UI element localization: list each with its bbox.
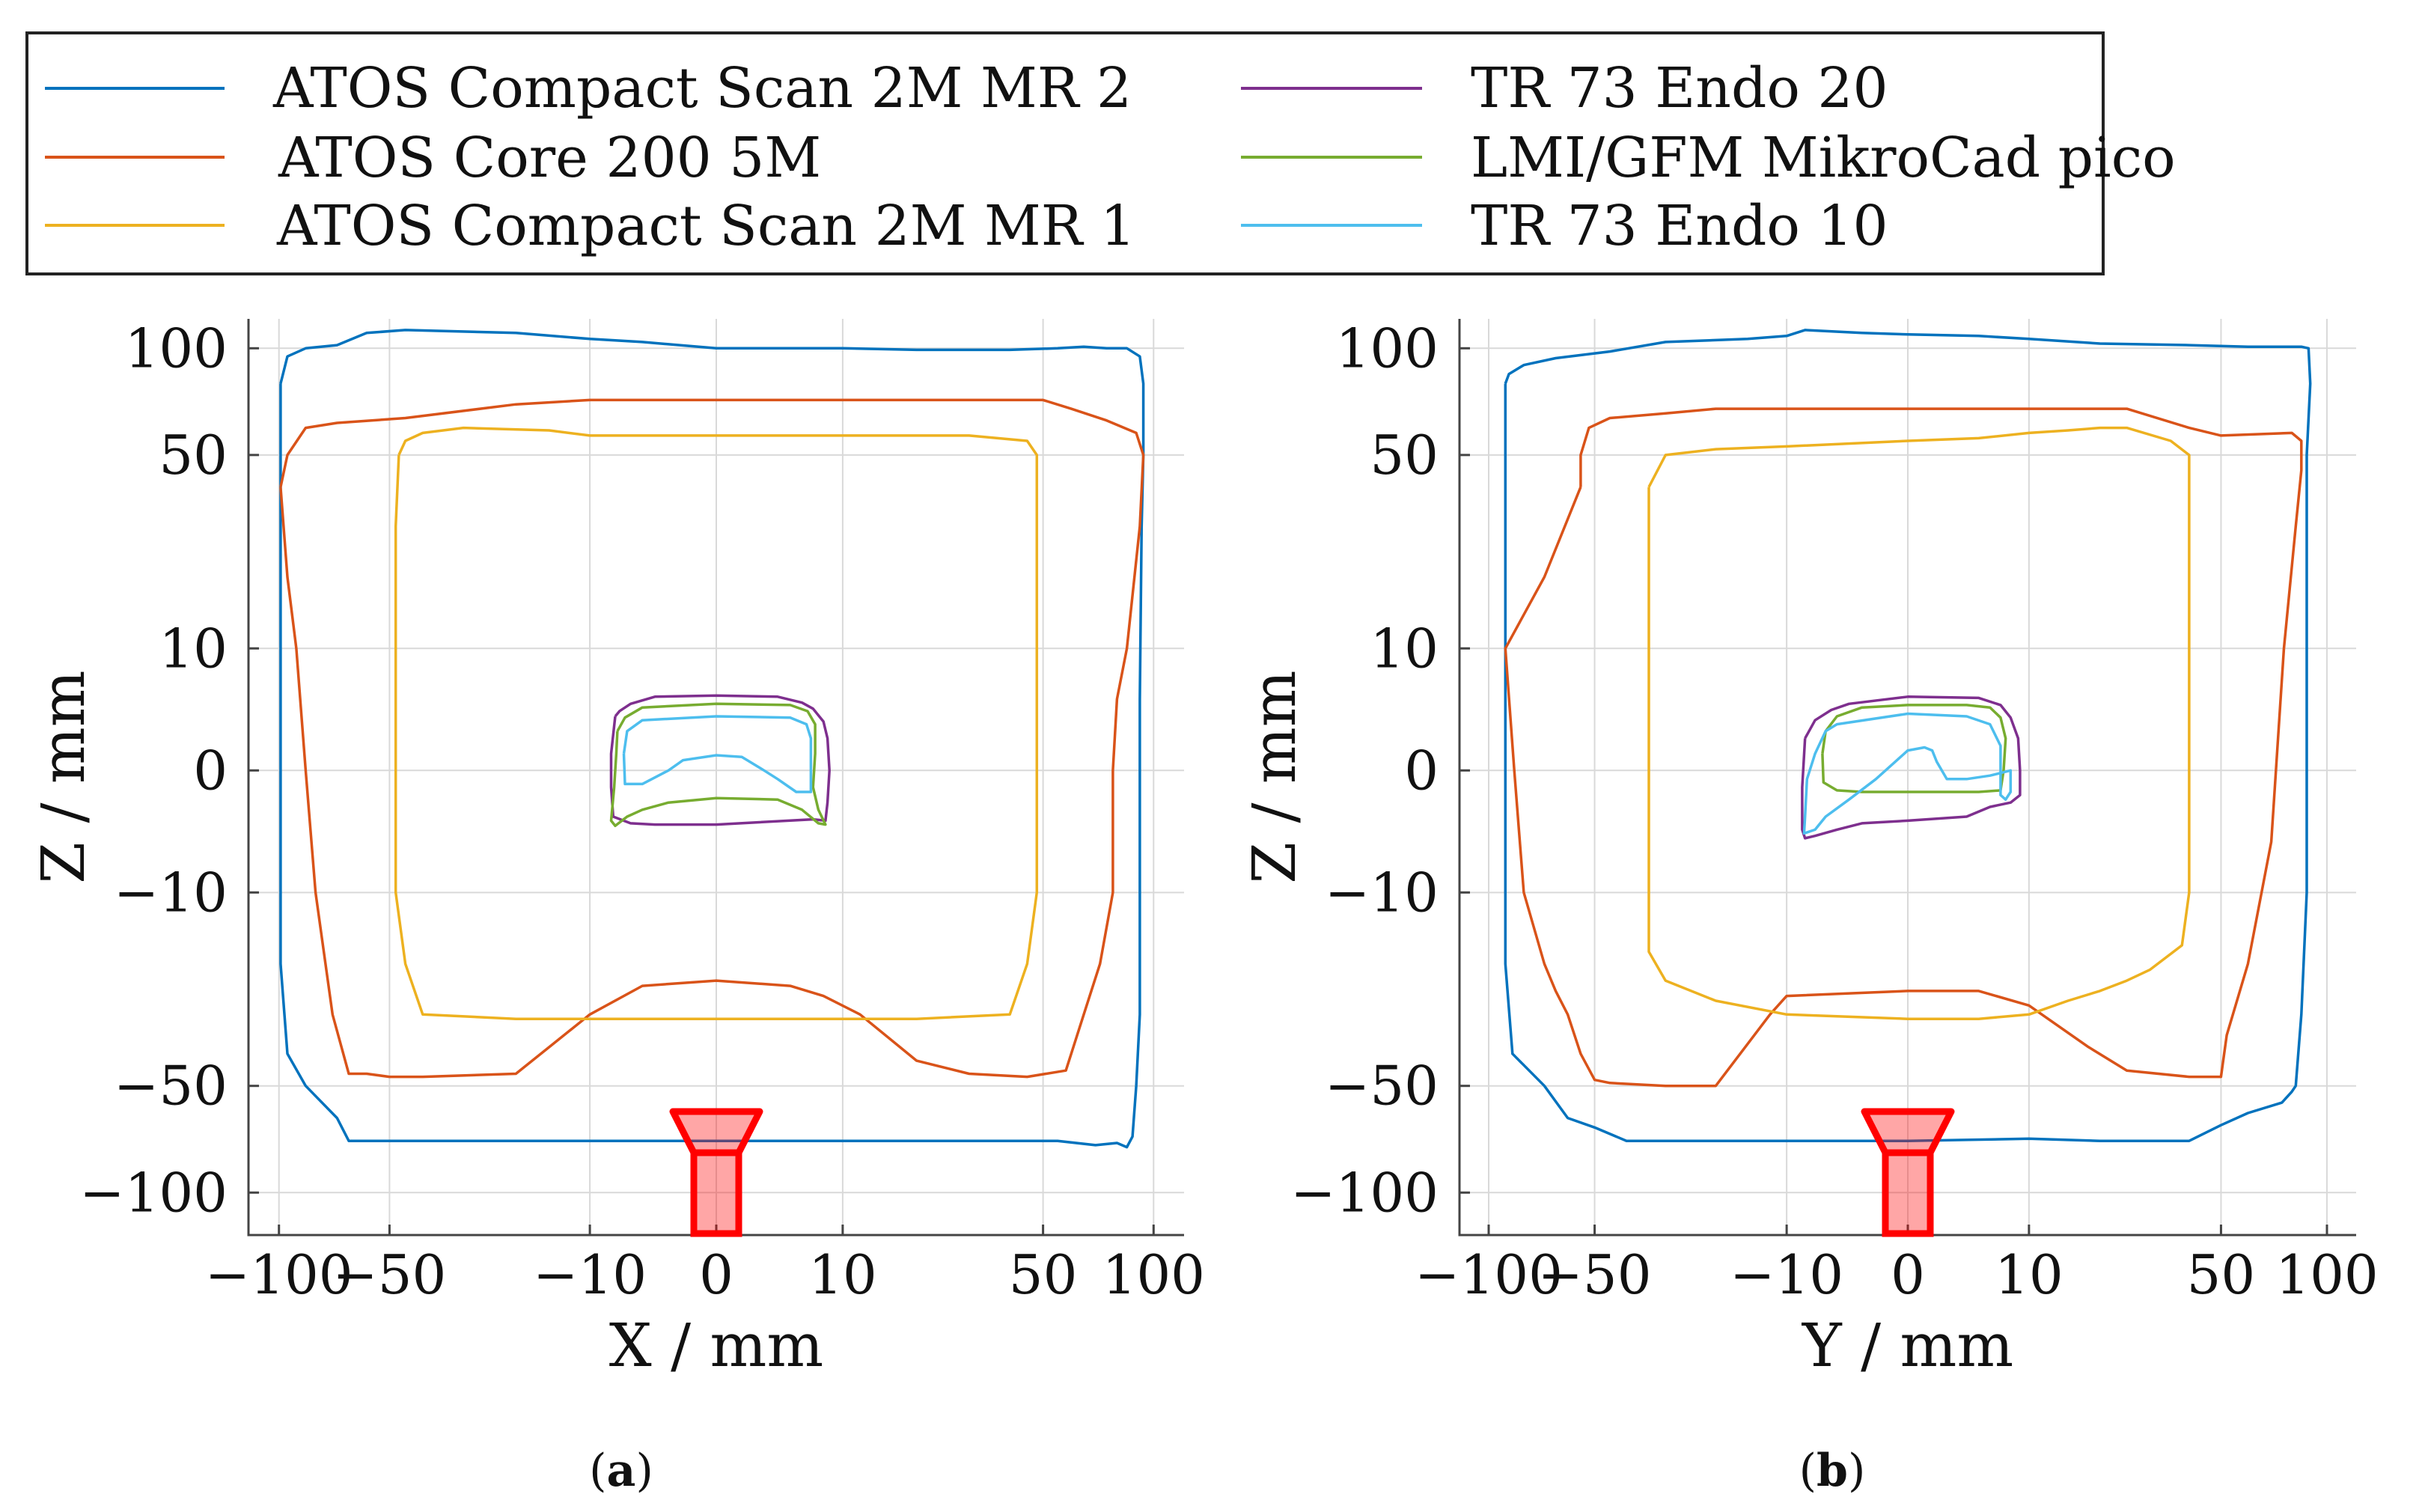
x-tick-label: −100 bbox=[1415, 1243, 1563, 1306]
y-tick-label: 10 bbox=[1370, 617, 1439, 680]
y-tick-label: −10 bbox=[1325, 861, 1439, 924]
x-axis-label: Y / mm bbox=[1802, 1311, 2013, 1380]
legend-entry: ATOS Compact Scan 2M MR 1 bbox=[45, 194, 1135, 258]
y-tick-label: 100 bbox=[1336, 317, 1439, 379]
x-tick-label: −50 bbox=[1538, 1243, 1652, 1306]
y-axis-label: Z / mm bbox=[28, 670, 98, 883]
x-tick-label: 0 bbox=[699, 1243, 733, 1306]
x-tick-label: 50 bbox=[2187, 1243, 2256, 1306]
legend-entry: TR 73 Endo 10 bbox=[1241, 194, 1888, 258]
x-tick-label: 100 bbox=[2275, 1243, 2378, 1306]
sensor-body-icon bbox=[690, 1149, 742, 1237]
y-tick-label: 50 bbox=[1370, 424, 1439, 487]
y-tick-label: 10 bbox=[159, 617, 228, 680]
x-tick-label: 50 bbox=[1009, 1243, 1078, 1306]
y-tick-label: −10 bbox=[114, 861, 228, 924]
series-line bbox=[1801, 695, 2022, 840]
series-line bbox=[1504, 329, 2312, 1142]
legend: ATOS Compact Scan 2M MR 2 ATOS Core 200 … bbox=[25, 31, 2176, 275]
series-line bbox=[1802, 712, 2013, 835]
x-tick-label: 0 bbox=[1891, 1243, 1925, 1306]
x-tick-label: −10 bbox=[1730, 1243, 1843, 1306]
y-tick-label: 100 bbox=[125, 317, 228, 379]
sensor-icon bbox=[669, 1108, 763, 1156]
series-line bbox=[279, 329, 1145, 1149]
subcaption-a-letter: a bbox=[607, 1445, 636, 1497]
legend-entry: ATOS Core 200 5M bbox=[45, 126, 821, 190]
series-line bbox=[609, 702, 827, 828]
subcaption-a: (a) bbox=[589, 1445, 653, 1497]
legend-entry: LMI/GFM MikroCad pico bbox=[1241, 126, 2176, 190]
sensor-body-icon bbox=[1882, 1149, 1934, 1237]
legend-entry: ATOS Compact Scan 2M MR 2 bbox=[45, 56, 1132, 121]
legend-box bbox=[25, 31, 2105, 275]
series-line bbox=[1504, 407, 2303, 1088]
x-tick-label: −100 bbox=[205, 1243, 353, 1306]
legend-label: ATOS Compact Scan 2M MR 1 bbox=[276, 194, 1135, 258]
legend-label: ATOS Core 200 5M bbox=[278, 126, 821, 190]
subcaption-b-letter: b bbox=[1817, 1445, 1848, 1497]
legend-label: LMI/GFM MikroCad pico bbox=[1471, 126, 2176, 190]
x-tick-label: −10 bbox=[533, 1243, 647, 1306]
series-line bbox=[609, 694, 831, 826]
y-tick-label: 50 bbox=[159, 424, 228, 487]
axis-frame bbox=[247, 319, 1184, 1237]
series-line bbox=[394, 426, 1039, 1020]
y-tick-label: 0 bbox=[1404, 739, 1439, 802]
x-tick-label: 10 bbox=[808, 1243, 877, 1306]
sensor-icon bbox=[1861, 1108, 1955, 1156]
legend-label: ATOS Compact Scan 2M MR 2 bbox=[272, 56, 1132, 121]
axis-frame bbox=[1458, 319, 2356, 1237]
x-tick-label: 10 bbox=[1995, 1243, 2063, 1306]
y-axis-label: Z / mm bbox=[1239, 670, 1309, 883]
x-tick-label: −50 bbox=[332, 1243, 446, 1306]
x-axis-label: X / mm bbox=[609, 1311, 823, 1380]
legend-label: TR 73 Endo 10 bbox=[1471, 194, 1888, 258]
y-tick-label: 0 bbox=[193, 739, 228, 802]
legend-label: TR 73 Endo 20 bbox=[1471, 56, 1888, 121]
x-tick-label: 100 bbox=[1102, 1243, 1205, 1306]
y-tick-label: −100 bbox=[79, 1161, 228, 1224]
legend-entry: TR 73 Endo 20 bbox=[1241, 56, 1888, 121]
series-line bbox=[279, 398, 1145, 1079]
y-tick-label: −50 bbox=[1325, 1055, 1439, 1118]
series-line bbox=[622, 715, 813, 793]
y-tick-label: −50 bbox=[114, 1055, 228, 1118]
subcaption-b: (b) bbox=[1799, 1445, 1866, 1497]
series-line bbox=[1821, 704, 2007, 793]
series-line bbox=[1647, 426, 2191, 1020]
y-tick-label: −100 bbox=[1290, 1161, 1439, 1224]
